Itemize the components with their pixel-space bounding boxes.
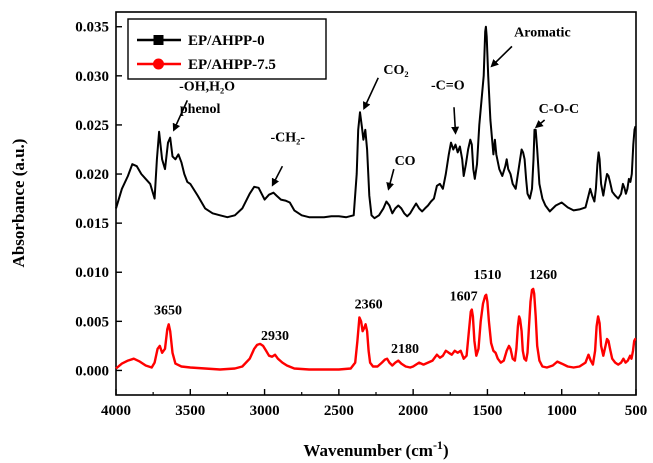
legend-marker-square	[153, 35, 164, 45]
x-tick-label: 4000	[101, 403, 131, 419]
y-tick-label: 0.000	[75, 363, 109, 379]
x-tick-label: 2500	[324, 403, 354, 419]
peak-label: 1510	[473, 268, 501, 283]
peak-label: 1607	[450, 290, 478, 305]
annotation-arrow	[172, 100, 189, 132]
annotation-arrow	[451, 107, 460, 135]
legend-box	[127, 18, 327, 80]
annotation-label: phenol	[180, 102, 221, 117]
annotation-arrow	[386, 168, 395, 191]
annotation-arrow	[271, 165, 284, 187]
annotation-label: C-O-C	[539, 102, 579, 117]
peak-label: 2930	[261, 329, 289, 344]
annotation-label: -C=O	[431, 79, 465, 94]
annotation-label: -CH₂-	[271, 131, 306, 146]
peak-label: 2360	[355, 298, 383, 313]
legend: EP/AHPP-0 EP/AHPP-7.5	[127, 18, 327, 80]
y-tick-label: 0.020	[75, 167, 109, 183]
legend-label-ep-ahpp-0: EP/AHPP-0	[188, 33, 265, 49]
annotation-layer: -OH,H₂O phenol -CH₂- CO₂ CO -C=O Aromatic C-O-C…	[154, 26, 579, 357]
x-axis-title: Wavenumber (cm-1)	[303, 438, 448, 460]
y-tick-label: 0.025	[75, 118, 109, 134]
annotation-label: CO	[395, 154, 416, 169]
plot-area: -OH,H₂O phenol -CH₂- CO₂ CO -C=O Aromatic C-O-C…	[75, 11, 647, 419]
x-tick-label: 1000	[547, 403, 577, 419]
x-tick-label: 1500	[472, 403, 502, 419]
x-tick-label: 3000	[250, 403, 280, 419]
y-axis-title: Absorbance (a.u.)	[9, 139, 28, 268]
annotation-arrow	[534, 119, 546, 129]
annotation-label: CO₂	[383, 63, 408, 78]
y-tick-label: 0.010	[75, 265, 109, 281]
annotation-label: Aromatic	[514, 26, 571, 41]
peak-label: 3650	[154, 303, 182, 318]
series-layer	[115, 25, 637, 371]
x-tick-label: 500	[625, 403, 648, 419]
tick-layer: 4000 3500 3000 2500 2000 1500 1000 500 0.000 0.00…	[75, 20, 647, 419]
peak-label: 1260	[529, 268, 557, 283]
legend-marker-circle	[153, 58, 164, 70]
y-tick-label: 0.030	[75, 69, 109, 85]
x-tick-label: 3500	[175, 403, 205, 419]
series-line-ep-ahpp-7-5	[115, 287, 637, 371]
peak-label: 2180	[391, 342, 419, 357]
y-tick-label: 0.035	[75, 20, 109, 36]
y-tick-label: 0.005	[75, 314, 109, 330]
annotation-arrow	[490, 45, 513, 68]
legend-label-ep-ahpp-7-5: EP/AHPP-7.5	[188, 57, 276, 73]
y-tick-label: 0.015	[75, 216, 109, 232]
annotation-label: -OH,H₂O	[179, 80, 235, 95]
annotation-arrow	[363, 77, 379, 111]
x-tick-label: 2000	[398, 403, 428, 419]
series-line-ep-ahpp-0	[115, 25, 637, 220]
